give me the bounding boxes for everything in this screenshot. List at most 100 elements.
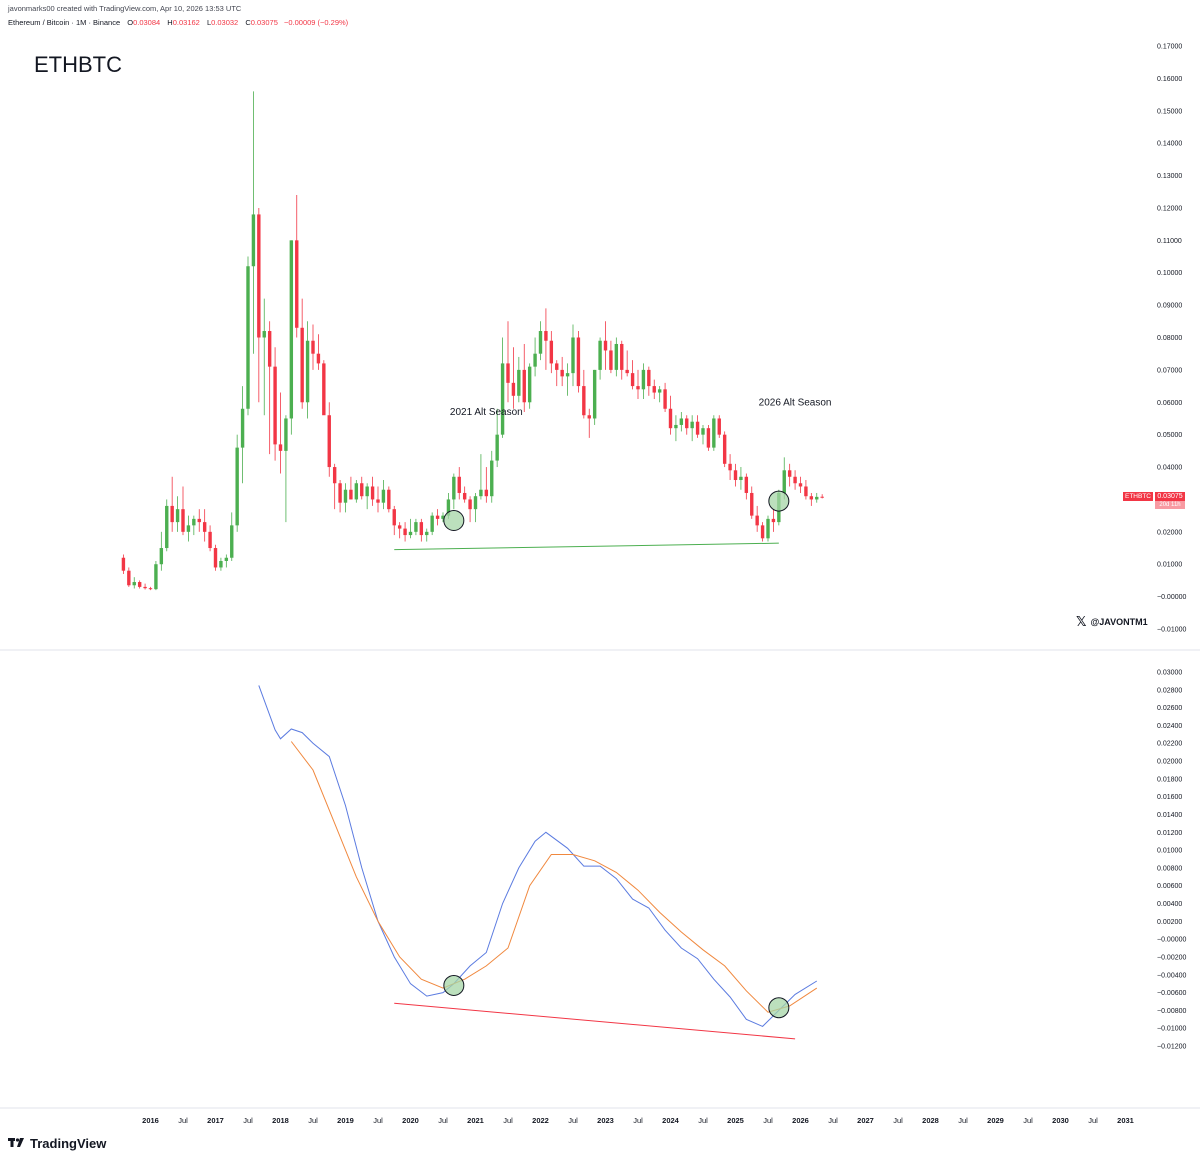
tradingview-logo-icon [8,1136,26,1151]
candle-body [549,340,554,364]
candle-body [787,470,792,477]
candle-body [479,489,483,497]
time-axis-label: 2020 [402,1116,419,1125]
close-value: 0.03075 [250,18,278,27]
candle-body [598,340,602,370]
oscillator-axis-tick: −0.00400 [1157,972,1186,979]
oscillator-axis-tick: −0.01000 [1157,1026,1186,1033]
chart-credit: javonmarks00 created with TradingView.co… [8,4,242,13]
candle-body [571,337,575,374]
price-axis-tick: 0.12000 [1157,205,1182,212]
candle-body [219,560,223,568]
time-axis-label: 2024 [662,1116,680,1125]
price-axis-tick: 0.08000 [1157,335,1182,342]
price-axis-tick: 0.04000 [1157,465,1182,472]
candle-body [798,483,803,487]
oscillator-axis-tick: −0.00600 [1157,990,1186,997]
candle-body [668,408,673,429]
time-axis-label: 2021 [467,1116,484,1125]
oscillator-axis-tick: −0.00200 [1157,954,1186,961]
candle-body [630,373,635,387]
candle-body [679,418,684,425]
price-axis-tick: 0.01000 [1157,562,1182,569]
time-axis-label: 2023 [597,1116,614,1125]
time-axis-label: 2025 [727,1116,744,1125]
candle-body [132,582,136,586]
candle-body [230,525,234,558]
divergence-trendline [394,1002,796,1040]
candle-body [197,518,201,523]
time-axis-label: 2028 [922,1116,939,1125]
tradingview-name: TradingView [30,1136,107,1151]
candle-body [457,476,461,493]
candle-body [349,489,353,500]
candle-body [657,389,662,393]
oscillator-axis-tick: 0.01200 [1157,830,1182,837]
candle-body [511,382,516,396]
candle-body [625,369,629,374]
oscillator-axis-tick: 0.02800 [1157,687,1182,694]
symbol-description[interactable]: Ethereum / Bitcoin · 1M · Binance [8,18,121,27]
time-axis-label: Jul [178,1116,188,1125]
candle-body [544,331,548,341]
candle-body [495,434,499,461]
crossover-marker [768,490,790,512]
oscillator-axis-tick: 0.00400 [1157,901,1182,908]
candle-body [760,525,765,539]
oscillator-axis-tick: −0.01200 [1157,1044,1186,1051]
oscillator-axis-tick: 0.01000 [1157,848,1182,855]
candle-body [425,531,429,536]
candle-body [614,343,619,370]
candle-body [538,331,543,354]
candle-body [728,463,732,471]
candle-body [397,525,402,529]
candle-body [224,557,229,561]
candle-body [560,369,564,377]
candle-body [717,418,721,435]
candle-body [273,366,277,445]
candle-body [555,363,559,370]
crossover-marker [443,974,465,996]
price-axis-tick: 0.11000 [1157,238,1182,245]
candle-body [175,509,180,523]
symbol-legend[interactable]: Ethereum / Bitcoin · 1M · Binance O0.030… [8,18,348,27]
candle-body [706,428,711,448]
candle-body [414,522,418,532]
author-handle: @JAVONTM1 [1090,617,1148,627]
time-axis-label: 2016 [142,1116,159,1125]
oscillator-axis-tick: 0.02200 [1157,741,1182,748]
price-axis-tick: 0.02000 [1157,529,1182,536]
candle-body [262,331,266,338]
low-value: 0.03032 [211,18,239,27]
oscillator-axis-tick: 0.00600 [1157,883,1182,890]
candle-body [468,499,472,510]
fast-ma-line [258,685,818,1027]
candle-body [484,489,489,497]
open-value: 0.03084 [133,18,161,27]
tradingview-brand[interactable]: TradingView [8,1136,106,1151]
candle-body [170,505,174,523]
low-label: L [206,18,212,27]
candle-body [592,369,597,419]
candle-body [820,496,824,498]
candle-body [257,214,261,338]
candle-body [159,548,164,565]
candle-body [235,447,239,526]
time-axis-label: 2019 [337,1116,354,1125]
candle-body [202,522,207,532]
slow-ma-line [290,741,818,1013]
time-axis-label: 2026 [792,1116,809,1125]
chart-title: ETHBTC [34,52,122,77]
candle-body [712,418,716,448]
candle-body [701,428,705,435]
candle-body [755,515,759,526]
candle-body [376,499,380,503]
time-axis-label: Jul [763,1116,773,1125]
candle-body [647,369,651,387]
price-axis-tick: 0.09000 [1157,303,1182,310]
candle-body [587,415,591,419]
time-axis-label: Jul [1088,1116,1098,1125]
candle-body [620,343,624,370]
high-value: 0.03162 [172,18,200,27]
